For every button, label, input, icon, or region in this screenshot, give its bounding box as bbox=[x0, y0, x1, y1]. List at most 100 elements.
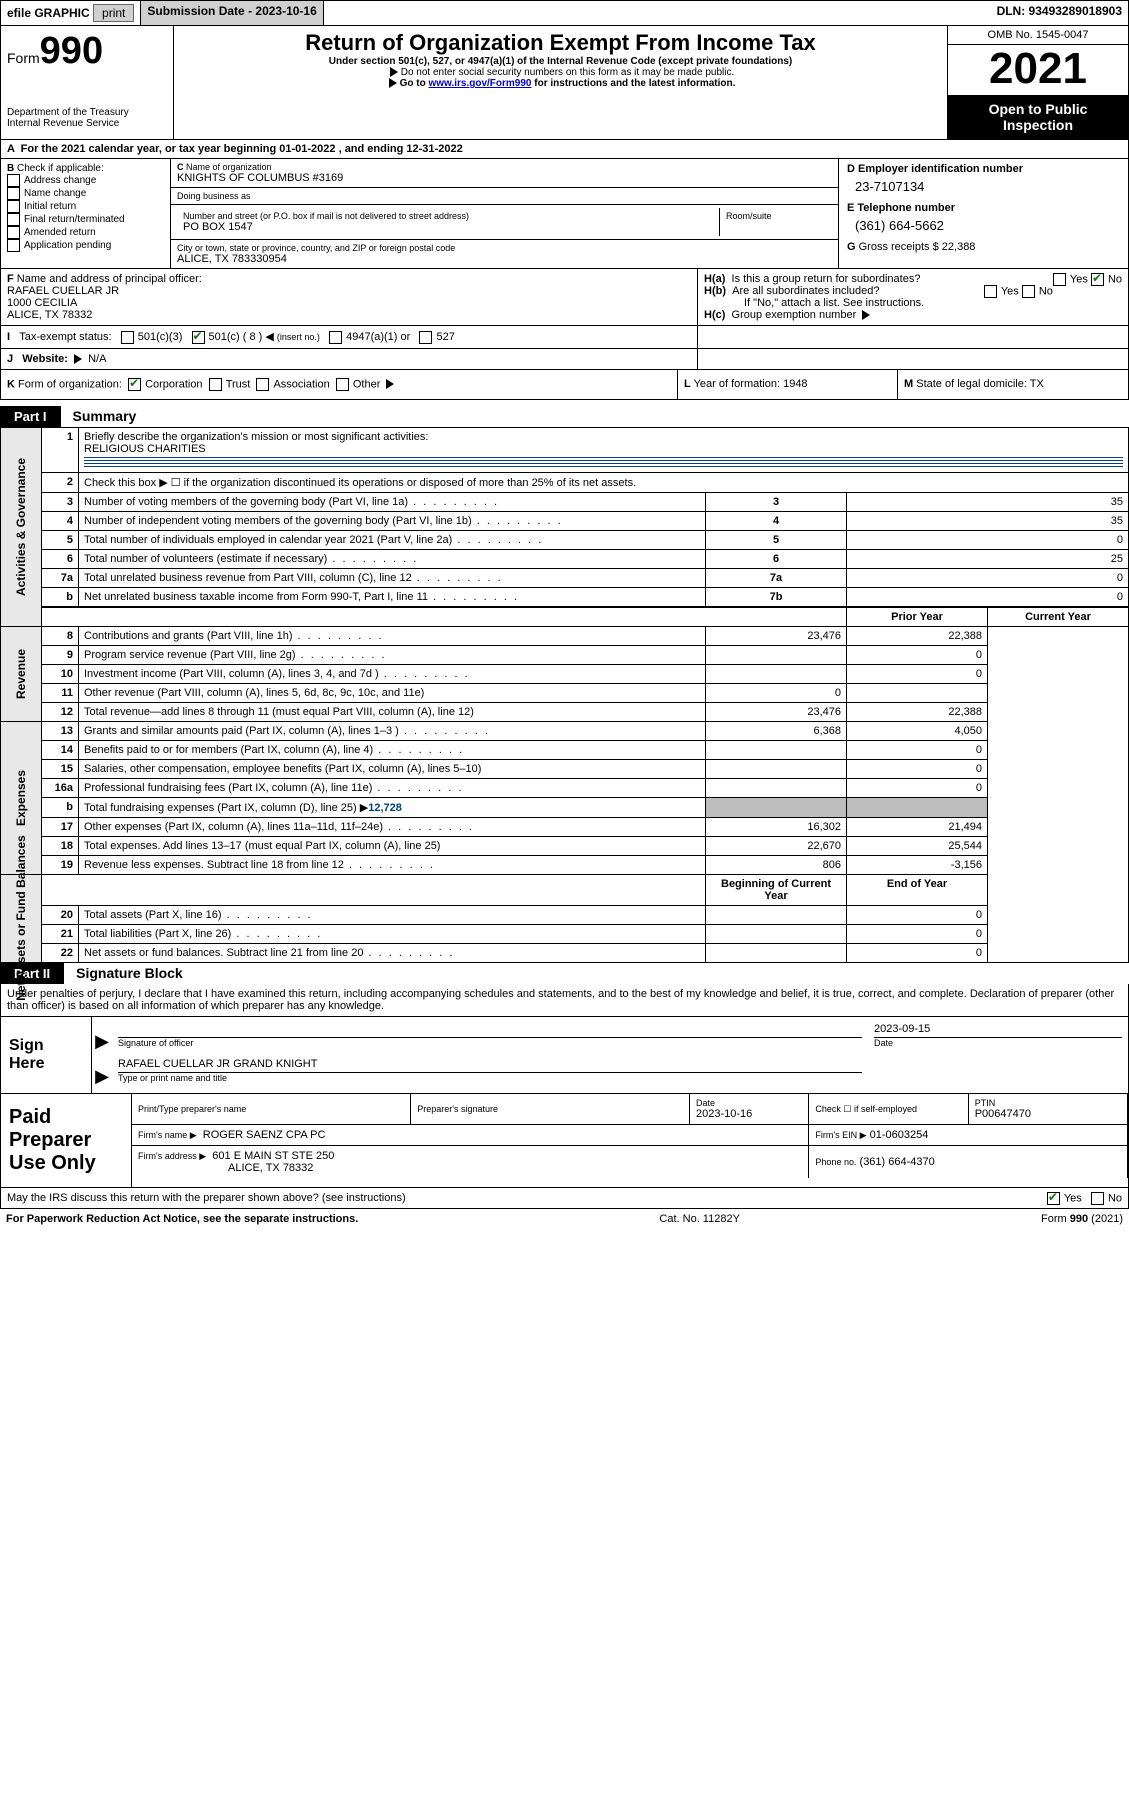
side-exp: Expenses bbox=[14, 770, 28, 826]
end-21: 0 bbox=[847, 924, 988, 943]
arrow-icon: ▶ bbox=[92, 1017, 112, 1052]
mission: RELIGIOUS CHARITIES bbox=[84, 443, 206, 455]
website: N/A bbox=[88, 353, 106, 365]
sig-intro: Under penalties of perjury, I declare th… bbox=[1, 984, 1128, 1016]
sig-date: 2023-09-15 bbox=[874, 1019, 1122, 1035]
firm-name: ROGER SAENZ CPA PC bbox=[203, 1129, 326, 1141]
row-i: I Tax-exempt status: 501(c)(3) 501(c) ( … bbox=[0, 326, 1129, 349]
dln: DLN: 93493289018903 bbox=[991, 1, 1128, 25]
chk-amended-return[interactable] bbox=[7, 226, 20, 239]
dept-label: Department of the Treasury bbox=[7, 107, 167, 118]
chk-ha-yes[interactable] bbox=[1053, 273, 1066, 286]
val-3: 35 bbox=[847, 492, 1129, 511]
part1-header: Part I Summary bbox=[0, 406, 1129, 427]
chk-501c[interactable] bbox=[192, 331, 205, 344]
chk-association[interactable] bbox=[256, 378, 269, 391]
officer-name: RAFAEL CUELLAR JR bbox=[7, 285, 119, 297]
part2-header: Part II Signature Block bbox=[0, 963, 1129, 984]
tax-year: 2021 bbox=[948, 45, 1128, 95]
chk-527[interactable] bbox=[419, 331, 432, 344]
curr-12: 22,388 bbox=[847, 702, 988, 721]
submission-date: Submission Date - 2023-10-16 bbox=[141, 1, 323, 25]
form-title: Return of Organization Exempt From Incom… bbox=[180, 30, 941, 56]
chk-address-change[interactable] bbox=[7, 174, 20, 187]
subtitle-2: Do not enter social security numbers on … bbox=[180, 67, 941, 78]
side-rev: Revenue bbox=[14, 649, 28, 699]
info-grid: B Check if applicable: Address change Na… bbox=[0, 159, 1129, 269]
curr-16a: 0 bbox=[847, 778, 988, 797]
page-footer: For Paperwork Reduction Act Notice, see … bbox=[0, 1209, 1129, 1229]
chk-initial-return[interactable] bbox=[7, 200, 20, 213]
officer-addr2: ALICE, TX 78332 bbox=[7, 309, 92, 321]
val-5: 0 bbox=[847, 530, 1129, 549]
telephone: (361) 664-5662 bbox=[847, 214, 1120, 241]
city-state-zip: ALICE, TX 783330954 bbox=[177, 253, 832, 265]
row-k: K Form of organization: Corporation Trus… bbox=[0, 370, 1129, 400]
curr-10: 0 bbox=[847, 664, 988, 683]
row-j: J Website: N/A bbox=[0, 349, 1129, 370]
end-20: 0 bbox=[847, 905, 988, 924]
val-7a: 0 bbox=[847, 568, 1129, 587]
section-d-e-g: D Employer identification number 23-7107… bbox=[838, 159, 1128, 269]
chk-name-change[interactable] bbox=[7, 187, 20, 200]
prior-13: 6,368 bbox=[706, 721, 847, 740]
may-irs-row: May the IRS discuss this return with the… bbox=[1, 1187, 1128, 1208]
val-4: 35 bbox=[847, 511, 1129, 530]
year-formation: 1948 bbox=[783, 378, 807, 390]
chk-501c3[interactable] bbox=[121, 331, 134, 344]
chk-other[interactable] bbox=[336, 378, 349, 391]
chk-4947[interactable] bbox=[329, 331, 342, 344]
firm-phone: (361) 664-4370 bbox=[860, 1156, 935, 1168]
state-domicile: TX bbox=[1030, 378, 1044, 390]
prior-18: 22,670 bbox=[706, 836, 847, 855]
section-c: C Name of organization KNIGHTS OF COLUMB… bbox=[171, 159, 838, 269]
street-address: PO BOX 1547 bbox=[183, 221, 713, 233]
paid-preparer-label: Paid Preparer Use Only bbox=[1, 1094, 131, 1187]
chk-final-return[interactable] bbox=[7, 213, 20, 226]
chk-trust[interactable] bbox=[209, 378, 222, 391]
chk-hb-no[interactable] bbox=[1022, 285, 1035, 298]
sign-here-label: Sign Here bbox=[1, 1016, 91, 1093]
curr-17: 21,494 bbox=[847, 817, 988, 836]
section-b: B Check if applicable: Address change Na… bbox=[1, 159, 171, 269]
arrow-icon: ▶ bbox=[92, 1052, 112, 1087]
curr-9: 0 bbox=[847, 645, 988, 664]
efile-label: efile GRAPHIC print bbox=[1, 1, 141, 25]
irs-link[interactable]: www.irs.gov/Form990 bbox=[428, 78, 531, 89]
val-16b: 12,728 bbox=[368, 802, 402, 814]
chk-ha-no[interactable] bbox=[1091, 273, 1104, 286]
curr-14: 0 bbox=[847, 740, 988, 759]
firm-addr2: ALICE, TX 78332 bbox=[138, 1162, 313, 1174]
curr-15: 0 bbox=[847, 759, 988, 778]
chk-corporation[interactable] bbox=[128, 378, 141, 391]
ptin: P00647470 bbox=[975, 1108, 1031, 1120]
officer-name-title: RAFAEL CUELLAR JR GRAND KNIGHT bbox=[118, 1054, 862, 1070]
row-f-h: F Name and address of principal officer:… bbox=[0, 269, 1129, 326]
prior-11: 0 bbox=[706, 683, 847, 702]
subtitle-3: Go to www.irs.gov/Form990 for instructio… bbox=[180, 78, 941, 89]
prior-19: 806 bbox=[706, 855, 847, 874]
chk-hb-yes[interactable] bbox=[984, 285, 997, 298]
ein: 23-7107134 bbox=[847, 175, 1120, 202]
curr-19: -3,156 bbox=[847, 855, 988, 874]
curr-18: 25,544 bbox=[847, 836, 988, 855]
val-7b: 0 bbox=[847, 587, 1129, 607]
gross-receipts: 22,388 bbox=[942, 241, 976, 253]
officer-addr1: 1000 CECILIA bbox=[7, 297, 77, 309]
side-net: Net Assets or Fund Balances bbox=[14, 835, 28, 1001]
omb-number: OMB No. 1545-0047 bbox=[948, 26, 1128, 45]
curr-13: 4,050 bbox=[847, 721, 988, 740]
signature-block: Under penalties of perjury, I declare th… bbox=[0, 984, 1129, 1209]
chk-discuss-yes[interactable] bbox=[1047, 1192, 1060, 1205]
part1-table: Activities & Governance 1 Briefly descri… bbox=[0, 427, 1129, 963]
irs-label: Internal Revenue Service bbox=[7, 118, 167, 129]
prior-8: 23,476 bbox=[706, 626, 847, 645]
org-name: KNIGHTS OF COLUMBUS #3169 bbox=[177, 172, 832, 184]
form-number: Form990 bbox=[7, 30, 167, 73]
row-a: A For the 2021 calendar year, or tax yea… bbox=[0, 140, 1129, 159]
top-bar: efile GRAPHIC print Submission Date - 20… bbox=[0, 0, 1129, 26]
chk-discuss-no[interactable] bbox=[1091, 1192, 1104, 1205]
preparer-table: Print/Type preparer's name Preparer's si… bbox=[132, 1094, 1128, 1178]
chk-application-pending[interactable] bbox=[7, 239, 20, 252]
print-button[interactable]: print bbox=[93, 4, 134, 22]
